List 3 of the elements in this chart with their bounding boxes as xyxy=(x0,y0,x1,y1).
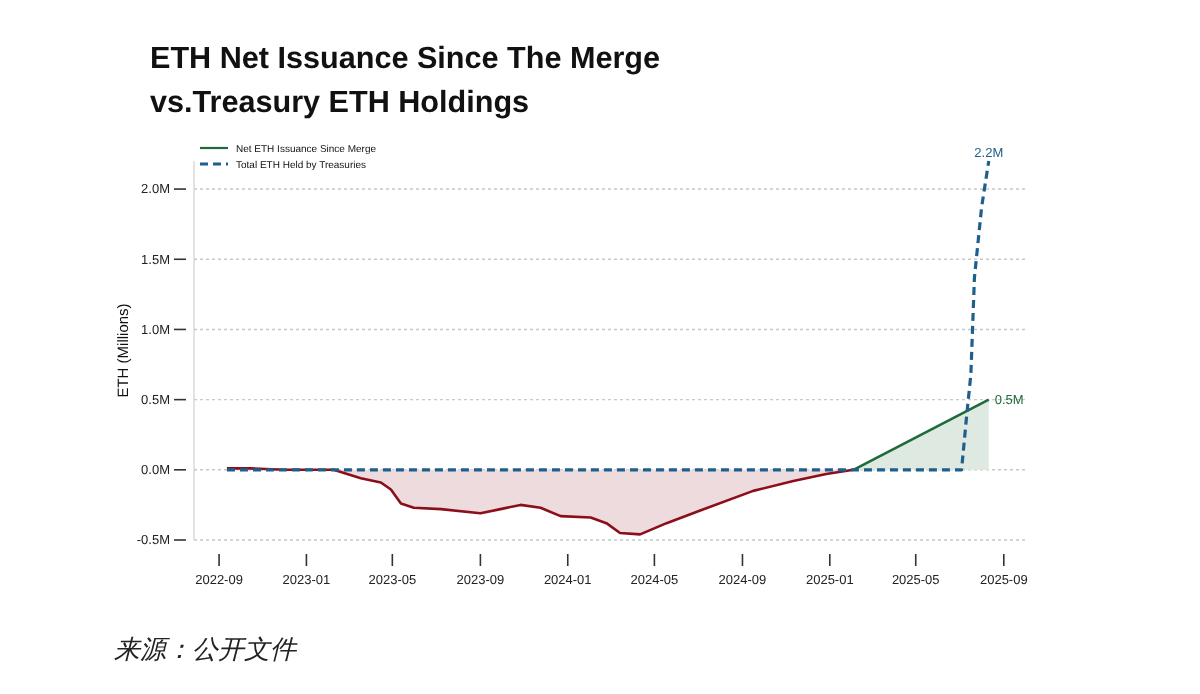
source-note: 来源：公开文件 xyxy=(114,634,298,664)
title: ETH Net Issuance Since The Merge vs.Treasury ETH Holdings xyxy=(150,42,661,120)
line-series xyxy=(225,159,991,472)
